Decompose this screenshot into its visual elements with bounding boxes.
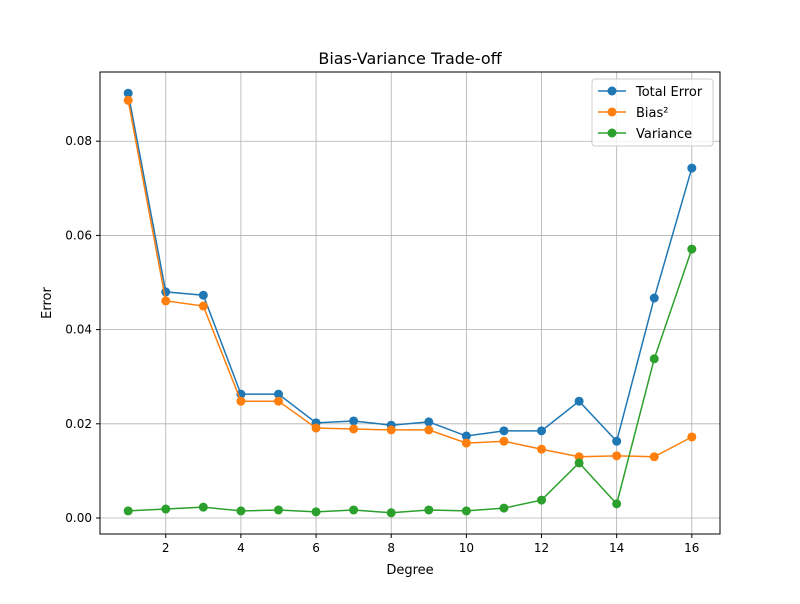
x-tick-label: 10: [459, 541, 474, 555]
y-tick-label: 0.02: [65, 417, 92, 431]
x-tick-label: 16: [684, 541, 699, 555]
legend-label-total-error: Total Error: [635, 85, 703, 100]
x-tick-label: 12: [534, 541, 549, 555]
legend-marker-bias: [607, 107, 617, 117]
point-variance: [273, 505, 283, 515]
y-tick-label: 0.08: [65, 134, 92, 148]
series-group: [123, 88, 697, 518]
x-tick-label: 6: [312, 541, 320, 555]
point-variance: [198, 502, 208, 512]
point-bias: [273, 396, 283, 406]
point-total-error: [273, 389, 283, 399]
point-total-error: [574, 396, 584, 406]
point-bias: [537, 444, 547, 454]
point-variance: [537, 495, 547, 505]
y-tick-label: 0.04: [65, 323, 92, 337]
x-tick-label: 4: [237, 541, 245, 555]
y-axis-label: Error: [40, 287, 55, 319]
line-total-error: [127, 93, 693, 443]
point-bias: [161, 296, 171, 306]
legend-label-variance: Variance: [636, 127, 692, 142]
point-variance: [612, 499, 622, 509]
point-total-error: [687, 163, 697, 173]
plot-frame: [99, 71, 721, 535]
point-bias: [687, 432, 697, 442]
point-bias: [198, 301, 208, 311]
x-axis-label: Degree: [386, 563, 433, 578]
chart-title: Bias-Variance Trade-off: [318, 49, 502, 68]
point-total-error: [537, 426, 547, 436]
point-variance: [386, 508, 396, 518]
point-bias: [386, 425, 396, 435]
point-bias: [499, 436, 509, 446]
point-total-error: [499, 426, 509, 436]
axis-ticks: 2 4 6 8 10 12 14 16 0.00 0.02 0.04 0.06 0.08: [65, 134, 699, 555]
point-total-error: [123, 88, 133, 98]
point-total-error: [161, 287, 171, 297]
point-total-error: [424, 417, 434, 427]
point-bias: [349, 424, 359, 434]
y-tick-label: 0.00: [65, 511, 92, 525]
point-bias: [424, 425, 434, 435]
point-variance: [349, 505, 359, 515]
point-variance: [311, 507, 321, 517]
x-tick-label: 14: [609, 541, 624, 555]
line-variance: [128, 248, 693, 514]
legend: Total Error Bias² Variance: [591, 78, 714, 147]
point-bias: [461, 438, 471, 448]
line-bias: [127, 100, 693, 458]
point-total-error: [198, 290, 208, 300]
point-bias: [123, 95, 133, 105]
legend-label-bias: Bias²: [636, 106, 668, 121]
point-variance: [574, 458, 584, 468]
y-tick-label: 0.06: [65, 228, 92, 242]
point-bias: [236, 396, 246, 406]
point-variance: [649, 354, 659, 364]
point-variance: [236, 506, 246, 516]
point-total-error: [349, 416, 359, 426]
point-total-error: [649, 293, 659, 303]
x-tick-label: 2: [162, 541, 170, 555]
x-tick-label: 8: [387, 541, 395, 555]
legend-marker-variance: [607, 128, 617, 138]
point-bias: [311, 423, 321, 433]
point-bias: [649, 452, 659, 462]
legend-box: [591, 78, 714, 147]
point-variance: [687, 244, 697, 254]
point-bias: [612, 451, 622, 461]
point-variance: [424, 505, 434, 515]
point-variance: [461, 506, 471, 516]
point-total-error: [461, 431, 471, 441]
legend-marker-total-error: [607, 86, 617, 96]
point-variance: [161, 504, 171, 514]
point-variance: [123, 506, 133, 516]
point-variance: [499, 503, 509, 513]
point-total-error: [612, 436, 622, 446]
